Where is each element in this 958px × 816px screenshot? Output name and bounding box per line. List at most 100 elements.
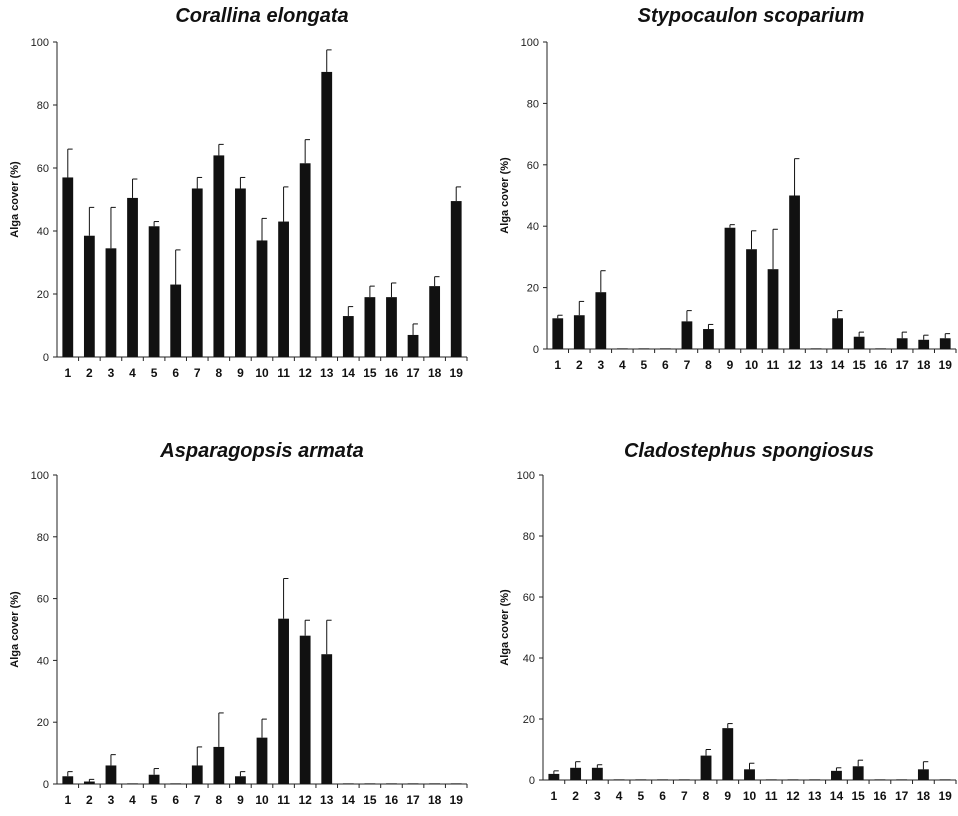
y-tick-label: 60 xyxy=(37,163,49,175)
bar xyxy=(364,297,376,357)
x-tick-label: 4 xyxy=(129,366,136,380)
x-tick-label: 7 xyxy=(681,789,688,803)
y-tick-label: 100 xyxy=(31,37,49,49)
y-tick-label: 100 xyxy=(31,470,49,482)
bar xyxy=(573,315,585,349)
bar xyxy=(681,321,693,349)
x-tick-label: 15 xyxy=(852,789,866,803)
bar xyxy=(746,249,757,349)
y-tick-label: 0 xyxy=(529,775,535,787)
x-tick-label: 3 xyxy=(597,358,604,372)
x-tick-label: 13 xyxy=(320,793,334,807)
bar xyxy=(127,197,138,357)
y-tick-label: 0 xyxy=(533,344,539,356)
x-tick-label: 7 xyxy=(194,793,201,807)
x-tick-label: 1 xyxy=(64,793,71,807)
x-tick-label: 18 xyxy=(428,366,442,380)
bar xyxy=(591,767,603,780)
x-tick-label: 5 xyxy=(637,789,644,803)
y-tick-label: 20 xyxy=(523,714,535,726)
bar xyxy=(191,188,203,357)
y-axis-label: Alga cover (%) xyxy=(9,161,21,238)
y-tick-label: 60 xyxy=(527,160,539,172)
bar xyxy=(299,635,311,784)
x-tick-label: 9 xyxy=(727,358,734,372)
x-tick-label: 19 xyxy=(450,793,464,807)
panel-asparagopsis-armata: Asparagopsis armata Alga cover (%) 0 20 40 60… xyxy=(9,440,468,807)
x-tick-label: 14 xyxy=(342,366,356,380)
x-tick-label: 1 xyxy=(551,789,558,803)
panel-cladostephus-spongiosus: Cladostephus spongiosus Alga cover (%) 0 20… xyxy=(499,440,957,803)
x-tick-label: 3 xyxy=(108,793,115,807)
y-tick-label: 20 xyxy=(37,289,49,301)
x-tick-label: 6 xyxy=(662,358,669,372)
x-tick-label: 13 xyxy=(808,789,822,803)
bar xyxy=(429,286,441,357)
y-tick-label: 60 xyxy=(37,594,49,606)
bar xyxy=(321,654,333,784)
bar xyxy=(917,769,929,780)
bar xyxy=(278,221,289,357)
x-tick-label: 11 xyxy=(765,789,778,803)
panel-corallina-elongata: Corallina elongata Alga cover (%) 0 20 40 60 8… xyxy=(9,5,468,380)
x-tick-label: 7 xyxy=(684,358,691,372)
x-tick-label: 2 xyxy=(576,358,583,372)
x-tick-label: 5 xyxy=(151,793,158,807)
bar xyxy=(767,269,779,349)
x-tick-label: 11 xyxy=(767,358,780,372)
x-tick-label: 18 xyxy=(917,789,931,803)
bar xyxy=(386,297,397,357)
x-tick-label: 8 xyxy=(703,789,710,803)
x-tick-label: 1 xyxy=(554,358,561,372)
bar xyxy=(595,292,607,349)
bar xyxy=(918,339,930,349)
x-tick-label: 10 xyxy=(745,358,759,372)
x-tick-label: 16 xyxy=(385,793,399,807)
x-tick-label: 12 xyxy=(788,358,802,372)
y-tick-label: 40 xyxy=(523,653,535,665)
x-tick-label: 6 xyxy=(172,366,179,380)
bar xyxy=(407,334,419,357)
bar xyxy=(105,248,117,357)
x-tick-label: 11 xyxy=(277,366,290,380)
y-axis-label: Alga cover (%) xyxy=(499,157,511,234)
x-tick-label: 4 xyxy=(619,358,626,372)
x-tick-label: 18 xyxy=(917,358,931,372)
y-tick-label: 80 xyxy=(523,531,535,543)
x-tick-label: 14 xyxy=(342,793,356,807)
y-tick-label: 100 xyxy=(521,37,539,49)
bar xyxy=(235,188,246,357)
x-tick-label: 2 xyxy=(86,366,93,380)
x-tick-label: 17 xyxy=(895,789,909,803)
x-tick-label: 10 xyxy=(743,789,757,803)
y-tick-label: 0 xyxy=(43,352,49,364)
bar xyxy=(62,776,74,784)
bar xyxy=(105,765,117,784)
x-tick-label: 11 xyxy=(277,793,290,807)
x-tick-label: 6 xyxy=(172,793,179,807)
x-tick-label: 9 xyxy=(724,789,731,803)
x-tick-label: 10 xyxy=(255,366,269,380)
bar xyxy=(256,737,268,784)
y-tick-label: 0 xyxy=(43,779,49,791)
x-tick-label: 15 xyxy=(852,358,866,372)
bar xyxy=(789,195,800,349)
y-tick-label: 20 xyxy=(527,283,539,295)
x-tick-label: 1 xyxy=(64,366,71,380)
x-tick-label: 3 xyxy=(594,789,601,803)
x-tick-label: 17 xyxy=(406,366,420,380)
x-tick-label: 19 xyxy=(450,366,464,380)
y-tick-label: 80 xyxy=(37,100,49,112)
x-tick-label: 2 xyxy=(572,789,579,803)
x-tick-label: 19 xyxy=(939,358,953,372)
bar xyxy=(321,71,333,358)
bar xyxy=(700,755,712,780)
x-tick-label: 18 xyxy=(428,793,442,807)
bar xyxy=(831,770,842,780)
x-tick-label: 19 xyxy=(938,789,952,803)
x-tick-label: 2 xyxy=(86,793,93,807)
x-tick-label: 8 xyxy=(215,793,222,807)
bar xyxy=(724,227,736,349)
chart-title: Corallina elongata xyxy=(175,5,348,27)
bar xyxy=(83,235,95,357)
